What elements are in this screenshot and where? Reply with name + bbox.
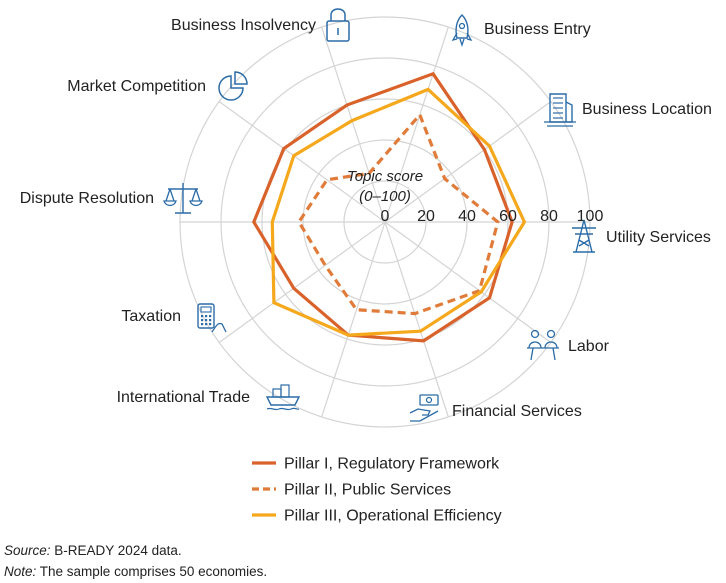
tick-label-0: 0 xyxy=(381,208,390,225)
legend: Pillar I, Regulatory Framework Pillar II,… xyxy=(252,456,502,525)
cargo-ship-icon xyxy=(265,384,301,411)
hand-money-icon xyxy=(409,394,439,422)
radar-spokes xyxy=(180,26,590,418)
legend-label-2: Pillar II, Public Services xyxy=(284,482,451,499)
series-layer xyxy=(252,71,527,343)
source-text: B-READY 2024 data. xyxy=(50,543,182,558)
series-line-3 xyxy=(270,87,527,337)
legend-label-1: Pillar I, Regulatory Framework xyxy=(284,456,500,473)
footnotes: Source: B-READY 2024 data. Note: The sam… xyxy=(4,540,267,582)
spoke-6 xyxy=(218,221,386,343)
spoke-4 xyxy=(384,221,449,418)
spoke-8 xyxy=(218,101,386,223)
note-text: The sample comprises 50 economies. xyxy=(36,564,268,579)
spoke-1 xyxy=(384,101,552,223)
rocket-icon xyxy=(451,14,473,48)
note-lead: Note: xyxy=(4,564,37,579)
scales-icon xyxy=(163,183,203,214)
spoke-5 xyxy=(321,221,386,418)
tick-label-20: 20 xyxy=(417,208,435,225)
tick-label-40: 40 xyxy=(458,208,476,225)
category-label-3: Labor xyxy=(568,338,610,355)
source-note: Source: B-READY 2024 data. xyxy=(4,540,267,561)
pie-chart-icon xyxy=(218,71,248,101)
spoke-0 xyxy=(384,26,449,223)
radar-chart: 0 20 40 60 80 100 Topic score (0–100) Busines… xyxy=(20,8,712,525)
category-label-2: Utility Services xyxy=(606,229,711,246)
category-labels: Business Entry Business Location Utility S… xyxy=(20,17,712,420)
category-label-9: Business Insolvency xyxy=(171,17,316,34)
office-building-icon xyxy=(544,93,576,127)
category-label-5: International Trade xyxy=(117,389,251,406)
category-icons xyxy=(163,8,596,422)
sample-note: Note: The sample comprises 50 economies. xyxy=(4,561,267,582)
legend-label-3: Pillar III, Operational Efficiency xyxy=(284,508,502,525)
meeting-people-icon xyxy=(527,329,559,361)
category-label-4: Financial Services xyxy=(452,403,582,420)
category-label-8: Market Competition xyxy=(67,78,206,95)
tick-label-80: 80 xyxy=(540,208,558,225)
category-label-6: Taxation xyxy=(121,308,181,325)
axis-title-line1: Topic score xyxy=(347,168,423,185)
tick-label-60: 60 xyxy=(499,208,517,225)
spoke-9 xyxy=(321,26,386,223)
axis-title-line2: (0–100) xyxy=(359,188,411,205)
calculator-hand-icon xyxy=(197,303,227,333)
padlock-icon xyxy=(326,8,350,42)
source-lead: Source: xyxy=(4,543,51,558)
category-label-7: Dispute Resolution xyxy=(20,190,154,207)
power-tower-icon xyxy=(572,219,596,253)
category-label-0: Business Entry xyxy=(484,21,591,38)
spoke-3 xyxy=(384,221,552,343)
category-label-1: Business Location xyxy=(582,101,712,118)
tick-label-100: 100 xyxy=(577,208,604,225)
